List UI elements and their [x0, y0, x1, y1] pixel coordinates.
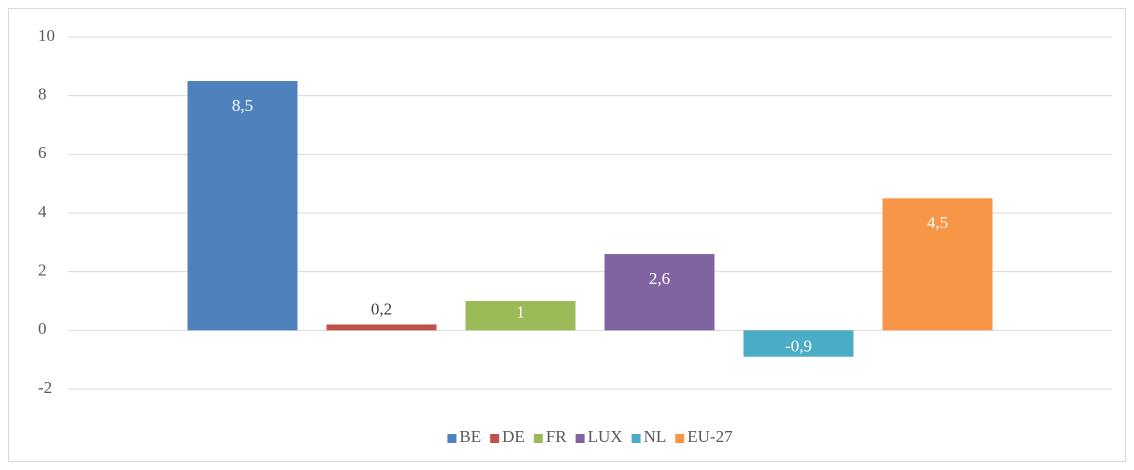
- data-label: 0,2: [371, 299, 392, 318]
- y-tick-label: 2: [38, 261, 47, 280]
- bar: [187, 81, 298, 331]
- legend-label: LUX: [588, 427, 623, 446]
- y-tick-label: 4: [38, 202, 47, 221]
- legend-label: FR: [546, 427, 567, 446]
- y-tick-label: 8: [38, 85, 47, 104]
- legend-label: EU-27: [687, 427, 733, 446]
- legend-swatch: [675, 434, 685, 443]
- data-label: 2,6: [649, 269, 670, 288]
- legend-swatch: [447, 434, 457, 443]
- legend-swatch: [631, 434, 641, 443]
- legend-label: BE: [459, 427, 481, 446]
- legend-swatch: [490, 434, 500, 443]
- y-tick-label: 0: [38, 319, 47, 338]
- legend-swatch: [533, 434, 543, 443]
- y-tick-label: -2: [38, 378, 52, 397]
- y-tick-label: 10: [38, 26, 55, 45]
- legend-label: NL: [644, 427, 667, 446]
- bar: [326, 324, 437, 331]
- y-tick-label: 6: [38, 143, 47, 162]
- bar: [604, 254, 715, 331]
- data-label: -0,9: [785, 336, 812, 355]
- legend-swatch: [575, 434, 585, 443]
- bar: [465, 301, 576, 331]
- data-label: 4,5: [927, 213, 948, 232]
- data-label: 8,5: [232, 96, 253, 115]
- bar: [882, 198, 993, 331]
- legend-label: DE: [502, 427, 525, 446]
- bar: [743, 330, 854, 357]
- data-label: 1: [516, 303, 525, 322]
